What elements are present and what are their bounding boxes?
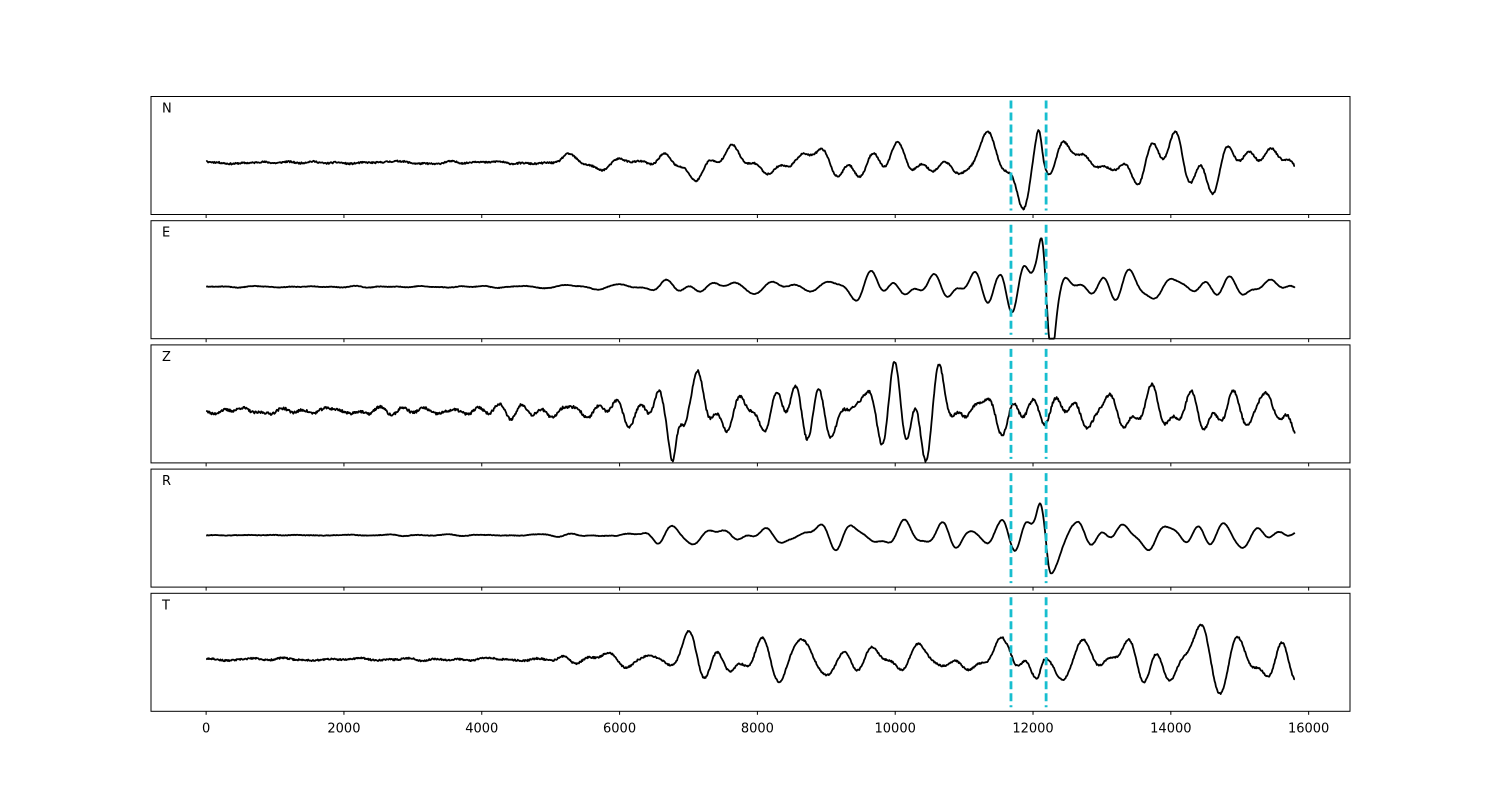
panel-frame	[150, 468, 1351, 588]
panel-e: E	[150, 220, 1351, 343]
panel-r: R	[150, 468, 1351, 591]
channel-label: Z	[162, 350, 171, 365]
trace-line-e	[205, 237, 1296, 340]
panel-z: Z	[150, 344, 1351, 467]
x-tick-label: 6000	[603, 721, 636, 736]
x-tick-label: 2000	[327, 721, 360, 736]
panel-n: N	[150, 96, 1351, 218]
panel-frame	[150, 344, 1351, 464]
channel-label: E	[162, 226, 170, 241]
panel-frame	[150, 96, 1351, 215]
channel-label: R	[162, 474, 171, 489]
x-tick-label: 14000	[1150, 721, 1191, 736]
x-tick-label: 10000	[875, 721, 916, 736]
trace-line-z	[205, 361, 1296, 463]
panel-frame	[150, 220, 1351, 340]
channel-label: T	[161, 598, 170, 613]
x-tick-label: 8000	[741, 721, 774, 736]
panels-group: N E Z R T 0 2000 4000 6000 8000 10000 12000 14000 160…	[150, 96, 1351, 736]
x-tick-label: 16000	[1288, 721, 1329, 736]
x-tick-label: 4000	[465, 721, 498, 736]
x-tick-label: 0	[202, 721, 210, 736]
panel-t: T 0 2000 4000 6000 8000 10000 12000 14000 16000	[150, 592, 1351, 736]
channel-label: N	[162, 102, 172, 117]
trace-line-t	[205, 623, 1296, 695]
trace-line-r	[205, 502, 1296, 575]
trace-line-n	[205, 129, 1296, 211]
x-tick-label: 12000	[1012, 721, 1053, 736]
panel-frame	[150, 592, 1351, 712]
